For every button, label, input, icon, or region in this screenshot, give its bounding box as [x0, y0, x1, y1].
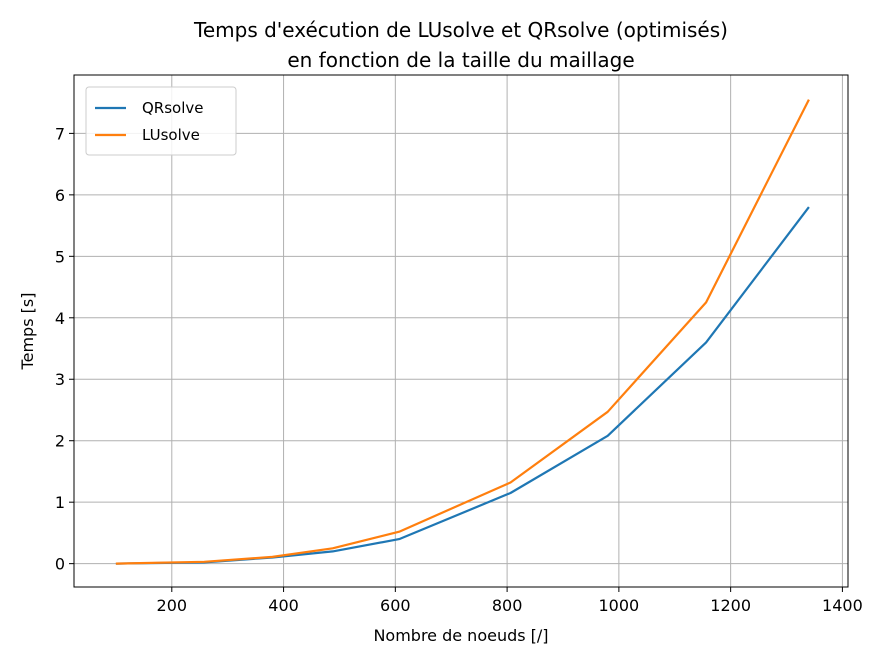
series-lines — [115, 99, 810, 565]
x-tick-label: 400 — [268, 596, 299, 615]
y-tick-label: 2 — [55, 432, 65, 451]
axis-ticks: 200 400 600 800 1000 1200 1400 0 1 2 3 4 5 6 7 — [55, 124, 863, 615]
y-tick-label: 5 — [55, 247, 65, 266]
y-axis-label: Temps [s] — [18, 293, 37, 371]
x-tick-label: 800 — [492, 596, 523, 615]
legend-box — [85, 86, 237, 156]
chart-title-line-2: en fonction de la taille du maillage — [287, 48, 634, 72]
chart-title-line-1: Temps d'exécution de LUsolve et QRsolve … — [193, 18, 728, 42]
legend: QRsolve LUsolve — [85, 86, 237, 156]
x-tick-label: 1400 — [822, 596, 863, 615]
series-line-lusolve — [115, 99, 810, 565]
y-tick-label: 3 — [55, 370, 65, 389]
legend-label-qrsolve: QRsolve — [142, 99, 204, 117]
x-axis-label: Nombre de noeuds [/] — [373, 626, 548, 645]
x-tick-label: 1200 — [710, 596, 751, 615]
plot-area-frame — [73, 74, 849, 588]
y-tick-label: 6 — [55, 186, 65, 205]
x-tick-label: 600 — [380, 596, 411, 615]
legend-label-lusolve: LUsolve — [142, 126, 200, 144]
x-tick-label: 200 — [157, 596, 188, 615]
y-tick-label: 0 — [55, 555, 65, 574]
grid — [74, 75, 848, 587]
y-tick-label: 4 — [55, 309, 65, 328]
y-tick-label: 7 — [55, 124, 65, 143]
y-tick-label: 1 — [55, 493, 65, 512]
x-tick-label: 1000 — [599, 596, 640, 615]
